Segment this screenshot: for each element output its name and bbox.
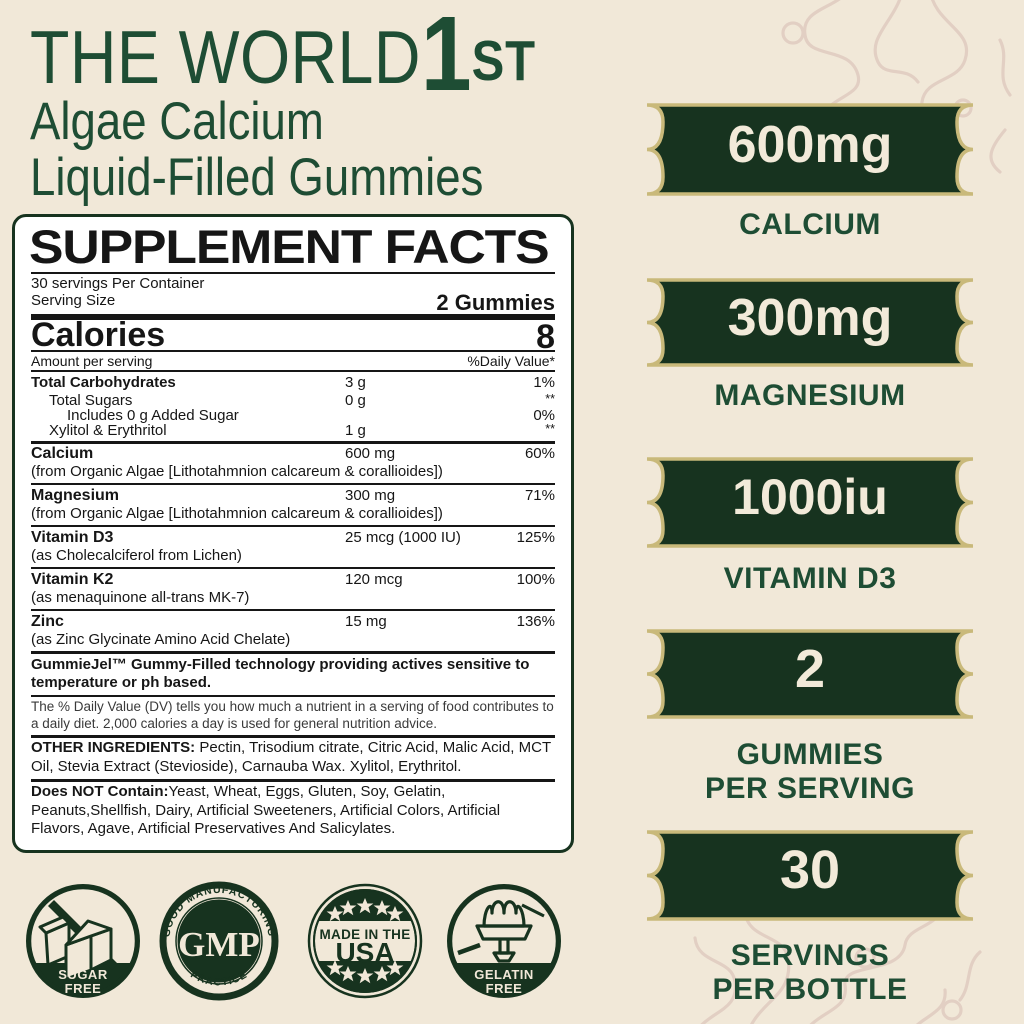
svg-text:SUGAR: SUGAR [58,967,108,982]
svg-text:GELATIN: GELATIN [474,967,534,982]
svg-text:FREE: FREE [65,981,102,996]
svg-text:GMP: GMP [178,925,260,964]
svg-text:USA: USA [335,937,394,968]
svg-text:FREE: FREE [486,981,523,996]
